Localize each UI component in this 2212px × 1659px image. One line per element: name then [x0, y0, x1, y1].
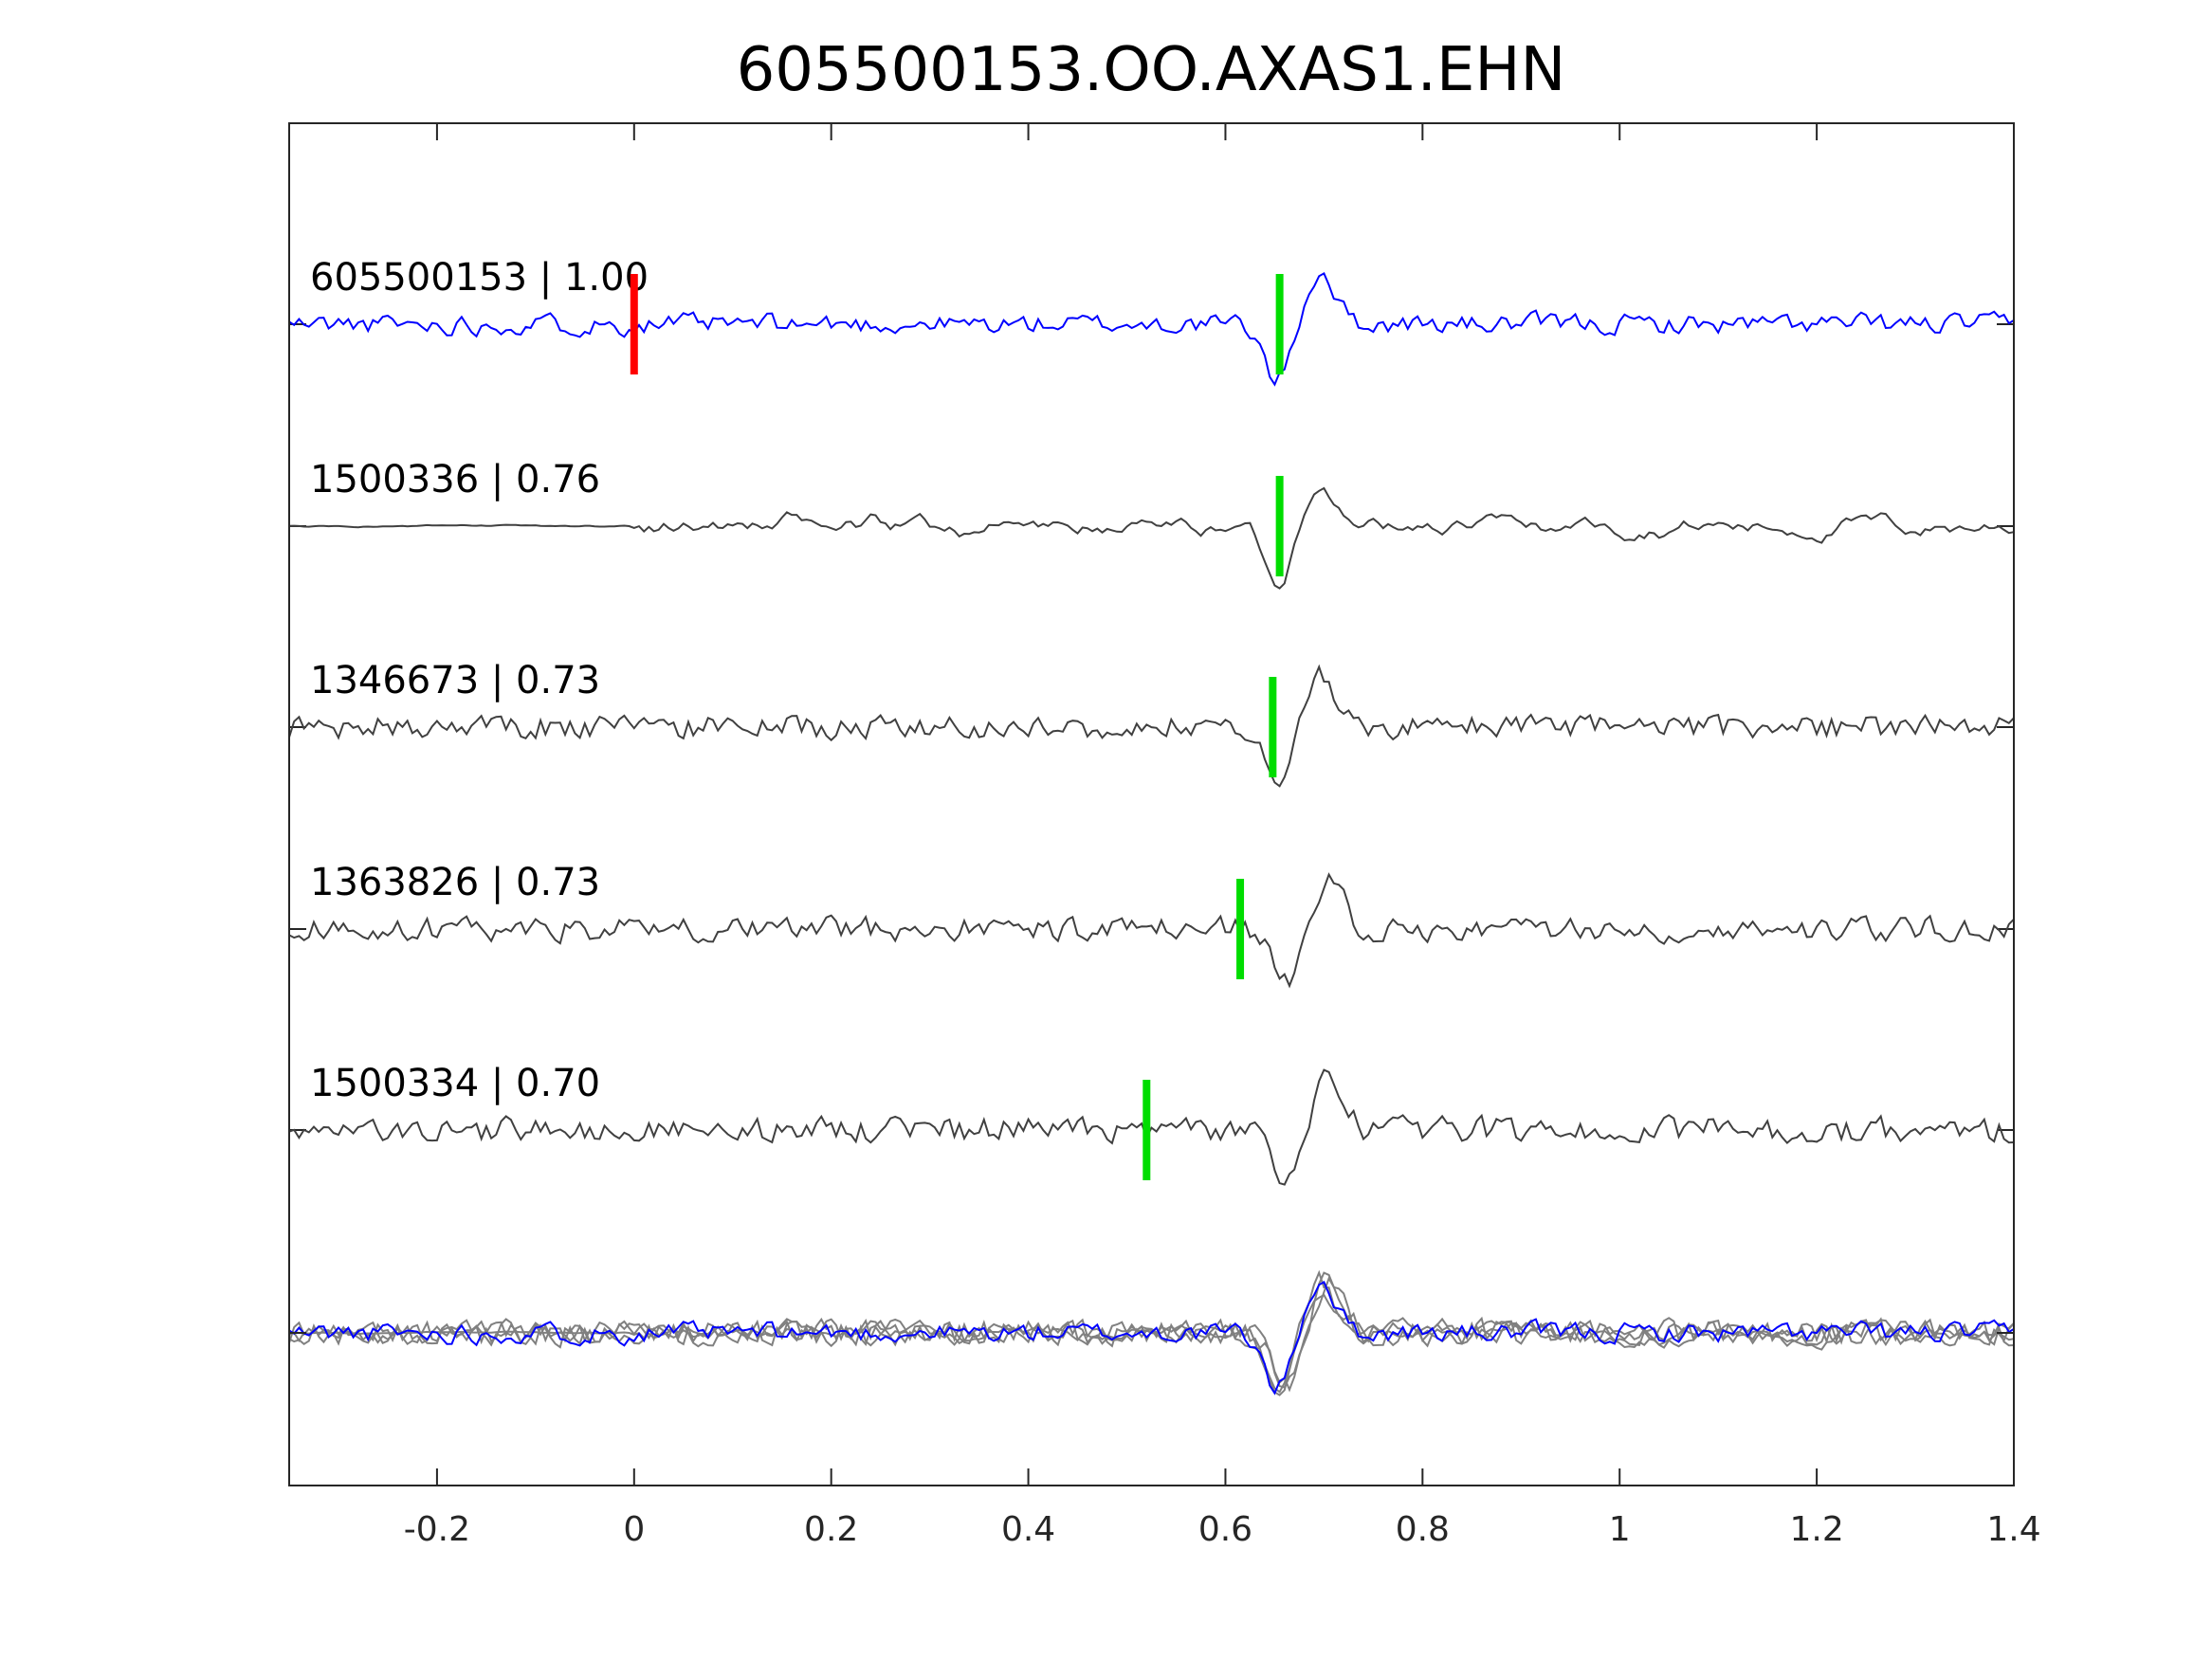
trace-1500334: [288, 1068, 2015, 1186]
trace-1363826: [288, 872, 2015, 989]
trace-1346673: [288, 664, 2015, 788]
trace-label: 1500336 | 0.76: [310, 458, 600, 501]
x-tick-label: 1.2: [1789, 1510, 1843, 1549]
x-tick-label: 0.4: [1001, 1510, 1055, 1549]
chart-title: 605500153.OO.AXAS1.EHN: [737, 35, 1566, 105]
trace-labels: 605500153 | 1.00 1500336 | 0.76 1346673 | …: [310, 256, 649, 1105]
stack-trace: [288, 1293, 2015, 1396]
traces: [288, 271, 2015, 1396]
trace-label: 1346673 | 0.73: [310, 659, 600, 702]
x-tick-label: 0: [623, 1510, 645, 1549]
x-tick-label: 1.4: [1986, 1510, 2040, 1549]
stack-trace-main: [288, 1280, 2015, 1395]
trace-1500336: [288, 486, 2015, 590]
x-tick-label: -0.2: [404, 1510, 470, 1549]
x-tick-label: 0.2: [804, 1510, 858, 1549]
x-tick-label: 0.6: [1198, 1510, 1252, 1549]
trace-label: 605500153 | 1.00: [310, 256, 649, 300]
x-tick-label: 1: [1609, 1510, 1631, 1549]
plot-frame: [288, 122, 2015, 1486]
trace-605500153: [288, 271, 2015, 387]
trace-label: 1363826 | 0.73: [310, 861, 600, 904]
x-tick-label: 0.8: [1396, 1510, 1450, 1549]
x-axis: -0.2 0 0.2 0.4 0.6 0.8 1 1.2 1.4: [404, 123, 2041, 1549]
trace-label: 1500334 | 0.70: [310, 1062, 600, 1105]
